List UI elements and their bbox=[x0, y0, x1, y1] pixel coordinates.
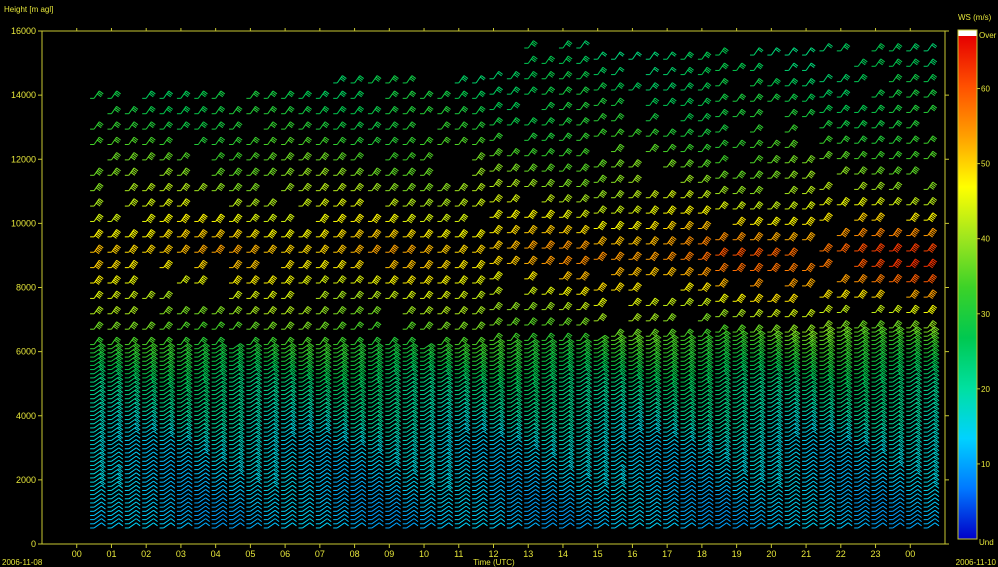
colorbar-tick-label: 60 bbox=[981, 85, 990, 94]
y-tick-label: 4000 bbox=[16, 411, 36, 421]
x-tick-label: 07 bbox=[315, 549, 325, 559]
x-tick-label: 16 bbox=[627, 549, 637, 559]
x-tick-label: 14 bbox=[558, 549, 568, 559]
y-tick-label: 16000 bbox=[11, 26, 36, 36]
colorbar-tick-label: 50 bbox=[981, 160, 990, 169]
y-tick-label: 10000 bbox=[11, 218, 36, 228]
x-tick-label: 05 bbox=[245, 549, 255, 559]
x-tick-label: 21 bbox=[801, 549, 811, 559]
x-tick-label: 09 bbox=[384, 549, 394, 559]
x-tick-label: 11 bbox=[454, 549, 463, 559]
x-tick-label: 00 bbox=[72, 549, 82, 559]
colorbar-tick-label: 20 bbox=[981, 385, 990, 394]
colorbar-gradient bbox=[958, 36, 977, 539]
y-tick-label: 8000 bbox=[16, 283, 36, 293]
y-tick-label: 12000 bbox=[11, 154, 36, 164]
x-tick-label: 10 bbox=[419, 549, 429, 559]
x-tick-label: 01 bbox=[106, 549, 116, 559]
colorbar-over-label: Over bbox=[979, 31, 997, 40]
x-tick-label: 18 bbox=[697, 549, 707, 559]
x-axis-label: Time (UTC) bbox=[473, 558, 515, 567]
colorbar-over-swatch bbox=[958, 30, 977, 36]
x-tick-label: 03 bbox=[176, 549, 186, 559]
x-tick-label: 06 bbox=[280, 549, 290, 559]
y-tick-label: 6000 bbox=[16, 347, 36, 357]
x-tick-label: 00 bbox=[905, 549, 915, 559]
y-tick-label: 0 bbox=[31, 539, 36, 549]
y-axis-label: Height [m agl] bbox=[4, 5, 53, 14]
x-tick-label: 08 bbox=[350, 549, 360, 559]
x-tick-label: 22 bbox=[836, 549, 846, 559]
x-tick-label: 02 bbox=[141, 549, 151, 559]
end-date-label: 2006-11-10 bbox=[956, 558, 997, 567]
x-tick-label: 13 bbox=[523, 549, 533, 559]
y-tick-label: 14000 bbox=[11, 90, 36, 100]
x-tick-label: 20 bbox=[766, 549, 776, 559]
x-tick-label: 23 bbox=[871, 549, 881, 559]
colorbar-tick-label: 10 bbox=[981, 460, 990, 469]
x-tick-label: 04 bbox=[211, 549, 221, 559]
x-tick-label: 15 bbox=[593, 549, 603, 559]
start-date-label: 2006-11-08 bbox=[2, 558, 43, 567]
colorbar-under-label: Und bbox=[979, 538, 994, 547]
x-tick-label: 19 bbox=[732, 549, 742, 559]
x-tick-label: 17 bbox=[662, 549, 672, 559]
colorbar-tick-label: 30 bbox=[981, 310, 990, 319]
y-tick-label: 2000 bbox=[16, 475, 36, 485]
colorbar-label: WS (m/s) bbox=[958, 13, 992, 22]
colorbar-tick-label: 40 bbox=[981, 235, 990, 244]
